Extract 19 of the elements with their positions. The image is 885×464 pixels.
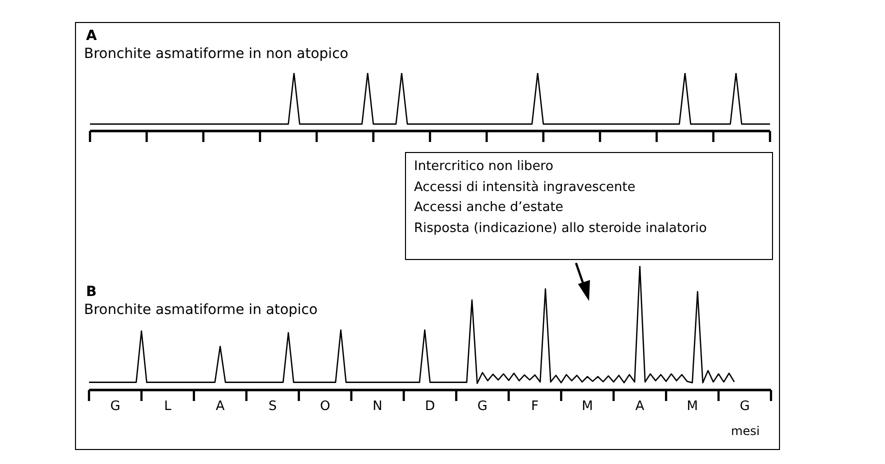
x-tick-label: G: [110, 399, 120, 414]
x-tick-label: A: [635, 399, 644, 414]
x-axis-title: mesi: [731, 424, 760, 438]
callout-box: Intercritico non libero Accessi di intensità ingravescente Accessi anche d’estate Risposta (indicazione) allo steroide inalatorio: [405, 152, 773, 260]
chart-title: A: [86, 28, 97, 44]
x-tick-label: M: [686, 399, 698, 414]
text: B: [86, 284, 97, 300]
x-tick-label: F: [531, 399, 539, 414]
x-tick-label: L: [164, 399, 172, 414]
chart-subtitle: Bronchite asmatiforme in non atopico: [84, 46, 348, 62]
x-tick-label: M: [582, 399, 593, 414]
x-tick-label: G: [477, 399, 488, 414]
x-tick-label: N: [372, 399, 382, 414]
x-tick-label: S: [268, 399, 277, 414]
x-tick-label: O: [320, 399, 330, 414]
x-tick-label: A: [216, 399, 225, 414]
text: Bronchite asmatiforme in atopico: [84, 302, 318, 318]
x-tick-label: D: [424, 399, 436, 414]
x-tick-label: G: [740, 399, 750, 414]
